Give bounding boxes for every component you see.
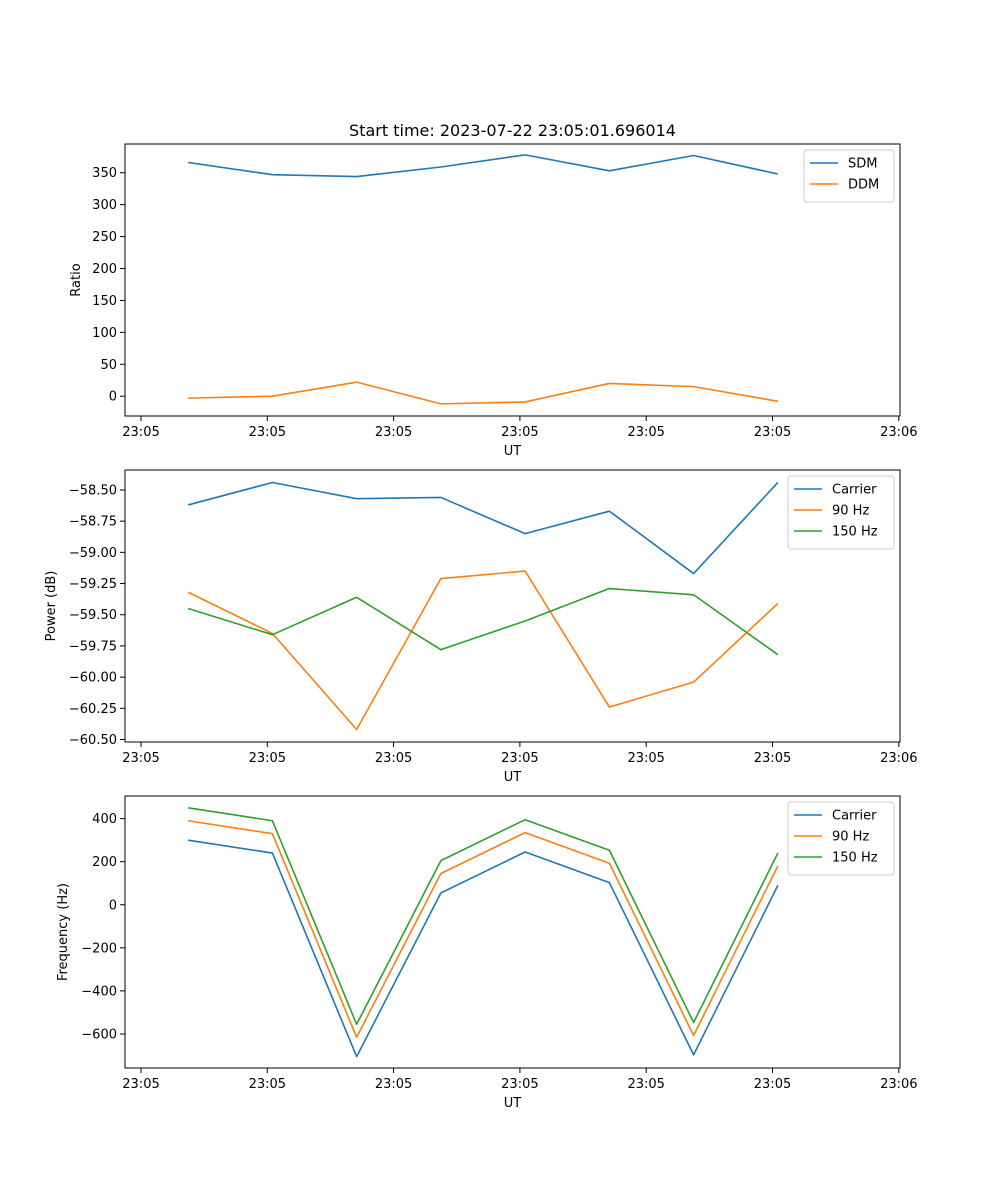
x-tick-label: 23:05 <box>627 1077 664 1092</box>
series-line-ddm <box>188 381 778 405</box>
x-tick-label: 23:05 <box>627 425 664 440</box>
y-tick-label: 0 <box>109 898 117 913</box>
x-tick-label: 23:05 <box>501 1077 538 1092</box>
x-tick-label: 23:05 <box>375 425 412 440</box>
legend: SDM DDM <box>803 149 895 203</box>
x-tick-label: 23:06 <box>880 425 917 440</box>
x-axis-label: UT <box>504 770 522 785</box>
y-tick-label: −59.50 <box>69 608 117 623</box>
axes-frame <box>124 469 901 743</box>
x-tick-label: 23:05 <box>122 1077 159 1092</box>
y-tick-label: 150 <box>92 294 117 309</box>
series-line-carrier <box>188 839 779 1058</box>
legend-label: 90 Hz <box>832 830 869 845</box>
x-tick-label: 23:05 <box>754 751 791 766</box>
series-line-150-hz <box>188 807 779 1026</box>
x-tick-label: 23:05 <box>501 425 538 440</box>
y-tick-label: 200 <box>92 262 117 277</box>
y-tick-label: 200 <box>92 855 117 870</box>
x-tick-label: 23:06 <box>880 751 917 766</box>
x-tick-label: 23:06 <box>880 1077 917 1092</box>
series-line-carrier <box>187 481 779 575</box>
legend-label: DDM <box>848 178 879 193</box>
y-tick-label: −58.50 <box>69 483 117 498</box>
y-tick-label: −59.75 <box>69 639 117 654</box>
y-tick-label: 350 <box>92 166 117 181</box>
y-axis-label: Ratio <box>69 263 84 296</box>
legend-label: 90 Hz <box>832 504 869 519</box>
legend-label: Carrier <box>832 483 877 498</box>
y-tick-label: −60.50 <box>69 733 117 748</box>
chart-title: Start time: 2023-07-22 23:05:01.696014 <box>349 121 676 140</box>
y-tick-label: −60.25 <box>69 702 117 717</box>
y-tick-label: −60.00 <box>69 671 117 686</box>
x-tick-label: 23:05 <box>754 1077 791 1092</box>
x-tick-label: 23:05 <box>122 425 159 440</box>
series-line-sdm <box>188 154 779 178</box>
x-tick-label: 23:05 <box>627 751 664 766</box>
y-tick-label: −600 <box>81 1027 117 1042</box>
subplot-power: −60.50 −60.25 −60.00 −59.75 −59.50 −59.25 −59.… <box>44 469 918 785</box>
x-tick-label: 23:05 <box>249 751 286 766</box>
legend: Carrier 90 Hz 150 Hz <box>787 801 895 876</box>
x-tick-label: 23:05 <box>122 751 159 766</box>
y-tick-label: 0 <box>109 390 117 405</box>
legend-label: 150 Hz <box>832 851 878 866</box>
x-tick-label: 23:05 <box>249 1077 286 1092</box>
series-line-150-hz <box>187 587 779 656</box>
y-tick-label: 400 <box>92 812 117 827</box>
y-tick-label: 100 <box>92 326 117 341</box>
x-axis-label: UT <box>504 444 522 459</box>
legend-label: Carrier <box>832 809 877 824</box>
x-tick-label: 23:05 <box>754 425 791 440</box>
axes-frame <box>124 143 901 417</box>
y-tick-label: −200 <box>81 941 117 956</box>
y-axis-label: Power (dB) <box>44 571 59 642</box>
series-line-90-hz <box>187 570 779 731</box>
y-tick-label: 300 <box>92 198 117 213</box>
x-tick-label: 23:05 <box>375 751 412 766</box>
legend-label: SDM <box>848 157 877 172</box>
subplot-ratio: 0 50 100 150 200 250 300 350 23:05 23:05 23:05 23:0… <box>69 143 918 459</box>
y-tick-label: −59.00 <box>69 546 117 561</box>
x-axis-label: UT <box>504 1096 522 1111</box>
legend: Carrier 90 Hz 150 Hz <box>787 475 895 550</box>
y-tick-label: −59.25 <box>69 577 117 592</box>
legend-label: 150 Hz <box>832 525 878 540</box>
axes-frame <box>124 795 901 1069</box>
y-axis-label: Frequency (Hz) <box>56 883 71 981</box>
x-tick-label: 23:05 <box>249 425 286 440</box>
y-tick-label: 250 <box>92 230 117 245</box>
y-tick-label: 50 <box>100 358 117 373</box>
y-tick-label: −400 <box>81 984 117 999</box>
x-tick-label: 23:05 <box>501 751 538 766</box>
subplot-frequency: −600 −400 −200 0 200 400 23:05 23:05 23:05 23:05 2… <box>56 795 918 1111</box>
series-line-90-hz <box>188 819 779 1039</box>
x-tick-label: 23:05 <box>375 1077 412 1092</box>
y-tick-label: −58.75 <box>69 515 117 530</box>
plot-area: 0 50 100 150 200 250 300 350 23:05 23:05 23:05 23:0… <box>44 143 918 1111</box>
